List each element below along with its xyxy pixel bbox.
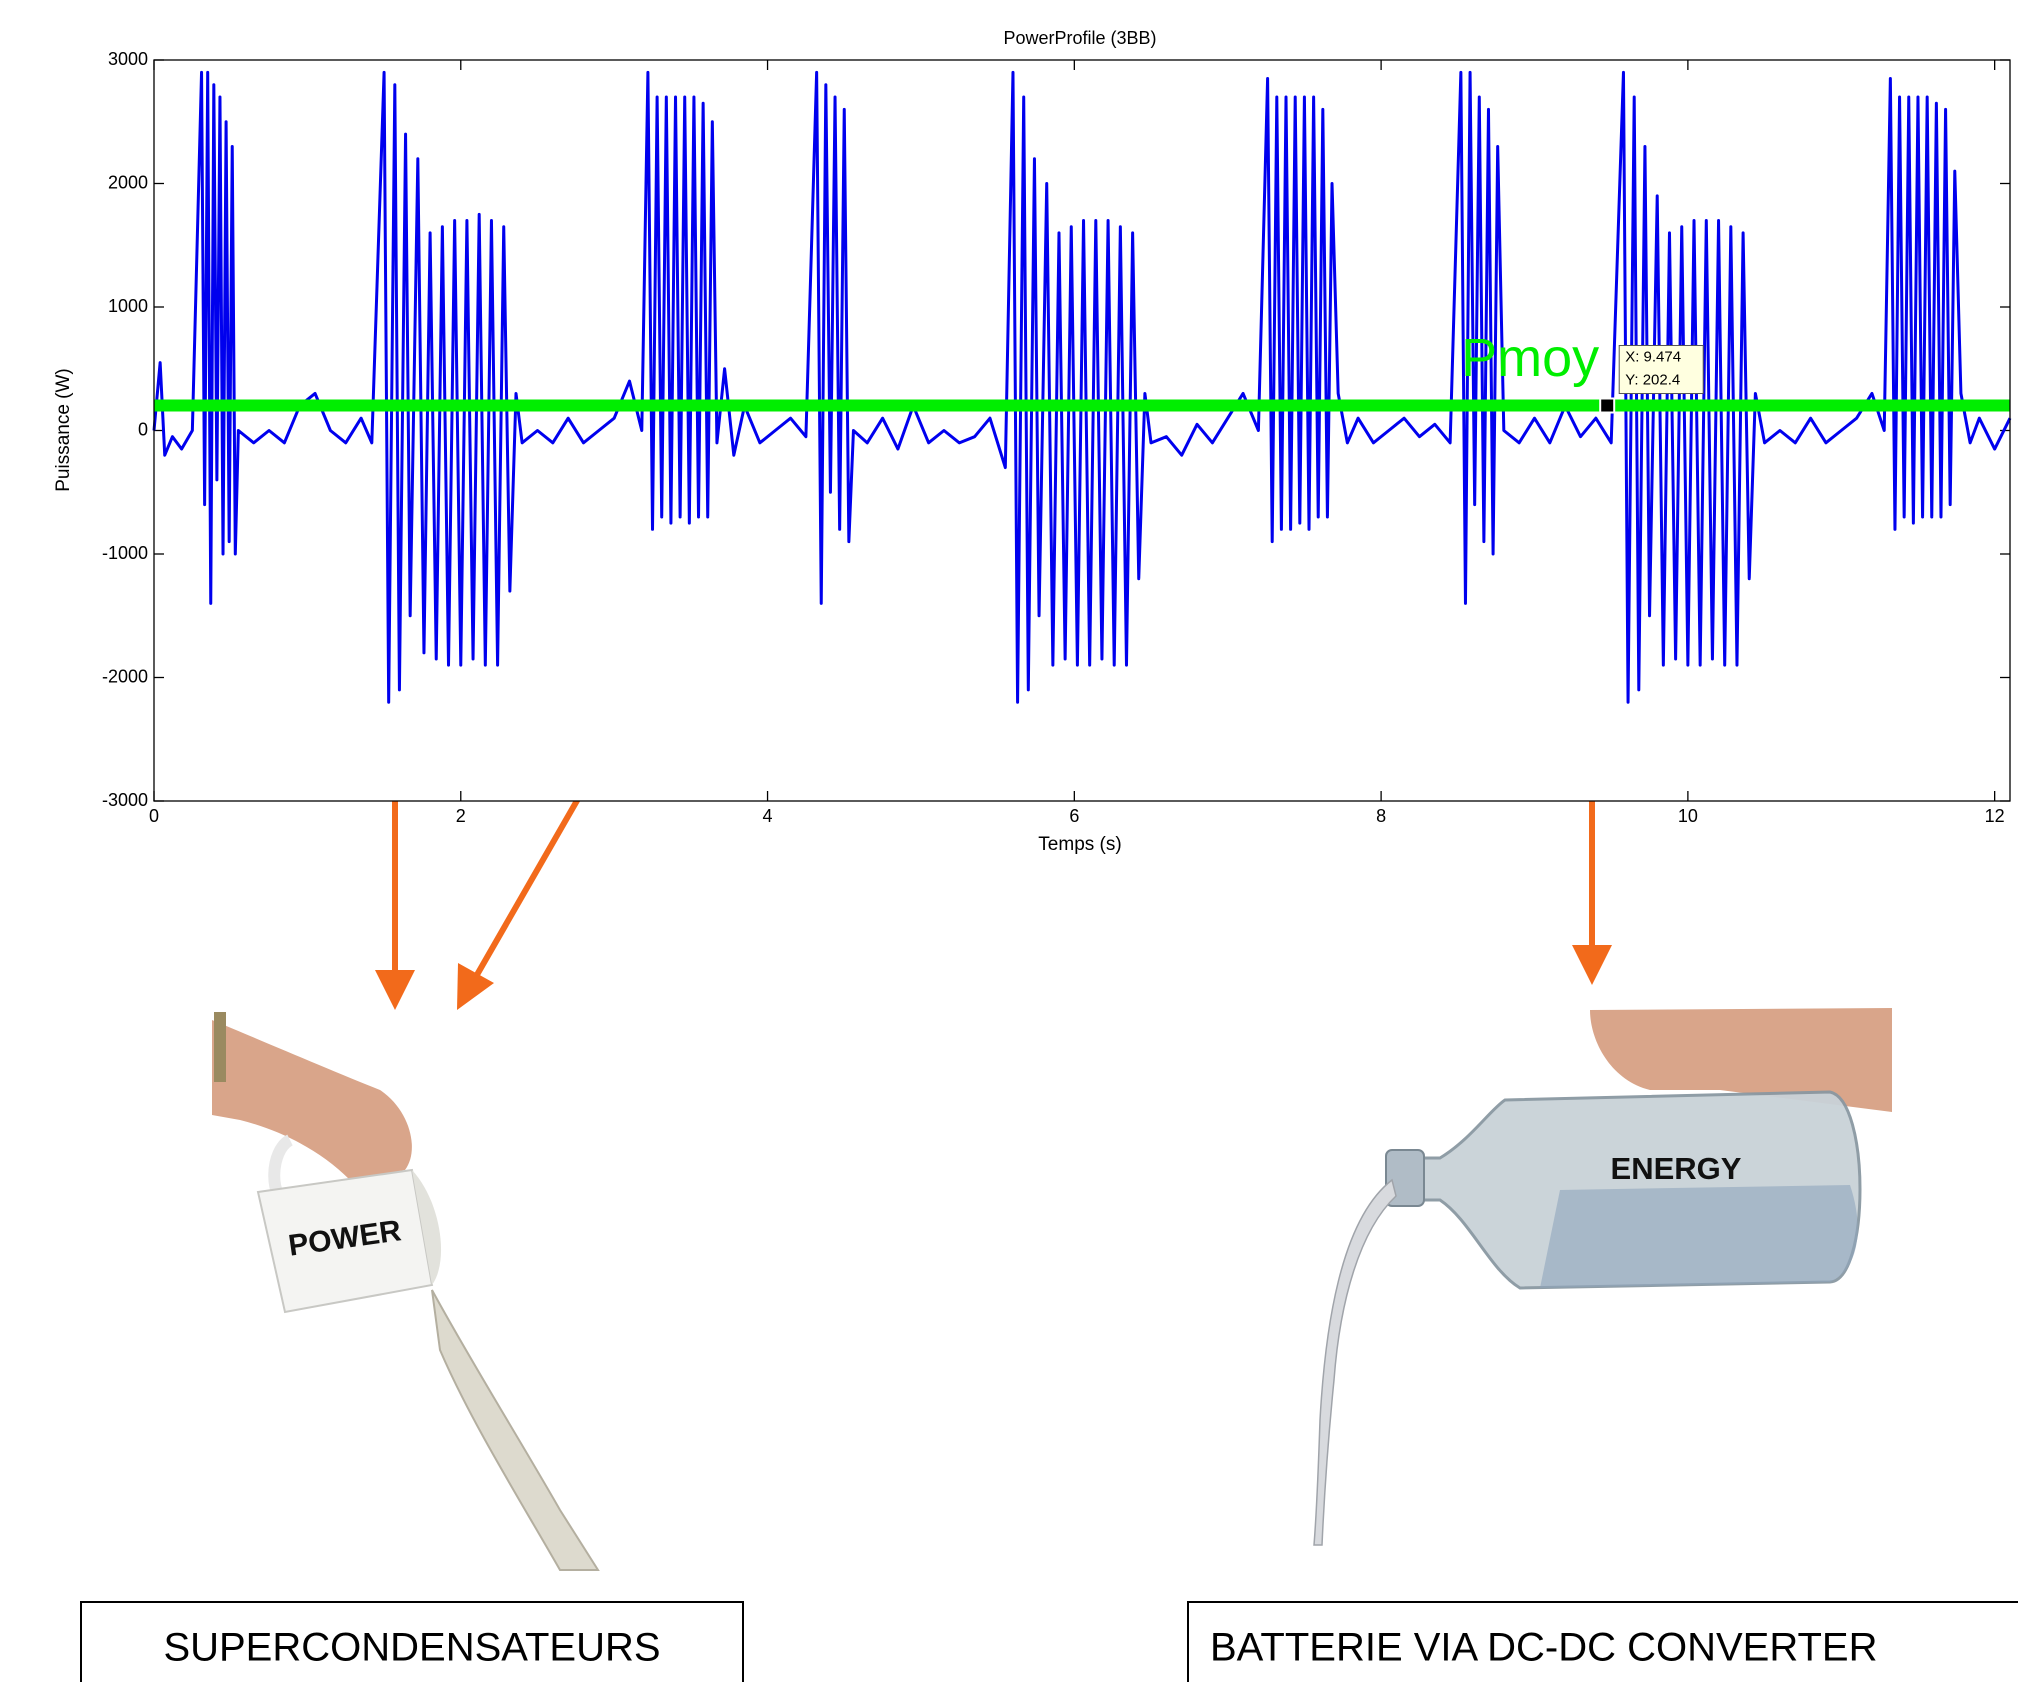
label-box (80, 1601, 744, 1682)
arrowhead (457, 963, 494, 1010)
jug-label: ENERGY (1611, 1151, 1742, 1186)
y-tick-label: -3000 (102, 790, 148, 810)
x-tick-label: 8 (1376, 806, 1386, 826)
jug-water (1540, 1185, 1858, 1288)
x-axis-label: Temps (s) (1038, 834, 1121, 855)
datatip-marker (1599, 397, 1616, 414)
mug-illustration: POWER (212, 1012, 600, 1571)
mug-rim (412, 1170, 442, 1285)
y-tick-label: -1000 (102, 543, 148, 563)
box-label: SUPERCONDENSATEURS (163, 1626, 660, 1670)
y-tick-label: 1000 (108, 296, 148, 316)
x-tick-label: 12 (1985, 806, 2005, 826)
box-label: BATTERIE VIA DC-DC CONVERTER (1210, 1626, 1878, 1670)
x-tick-label: 4 (763, 806, 773, 826)
jug-illustration: ENERGY (1313, 1008, 1892, 1546)
y-tick-label: 3000 (108, 49, 148, 69)
y-tick-label: 0 (138, 419, 148, 439)
plot-area: 0 2 4 6 8 10 12 -3000 -2000 -1000 0 1000 2000 3000 (102, 49, 2012, 826)
x-tick-label: 6 (1069, 806, 1079, 826)
x-tick-label: 2 (456, 806, 466, 826)
x-tick-label: 10 (1678, 806, 1698, 826)
datatip-x: X: 9.474 (1625, 348, 1681, 365)
arm (1590, 1008, 1892, 1112)
x-tick-label: 0 (149, 806, 159, 826)
arrowhead (1572, 945, 1612, 985)
label-box (1187, 1601, 2018, 1682)
water-stream (431, 1289, 600, 1571)
water-stream (1313, 1178, 1397, 1546)
watch (214, 1012, 226, 1082)
y-axis-label: Puissance (W) (53, 368, 74, 492)
datatip-y: Y: 202.4 (1625, 371, 1680, 388)
datatip-box (1618, 345, 1704, 395)
arrowhead (375, 970, 415, 1010)
chart-title: PowerProfile (3BB) (1003, 28, 1156, 48)
hand (212, 1020, 412, 1180)
y-tick-label: -2000 (102, 666, 148, 686)
series-label: Pmoy (1461, 328, 1599, 388)
y-tick-label: 2000 (108, 172, 148, 192)
axes-box (153, 59, 2011, 802)
data-line (152, 70, 2012, 704)
